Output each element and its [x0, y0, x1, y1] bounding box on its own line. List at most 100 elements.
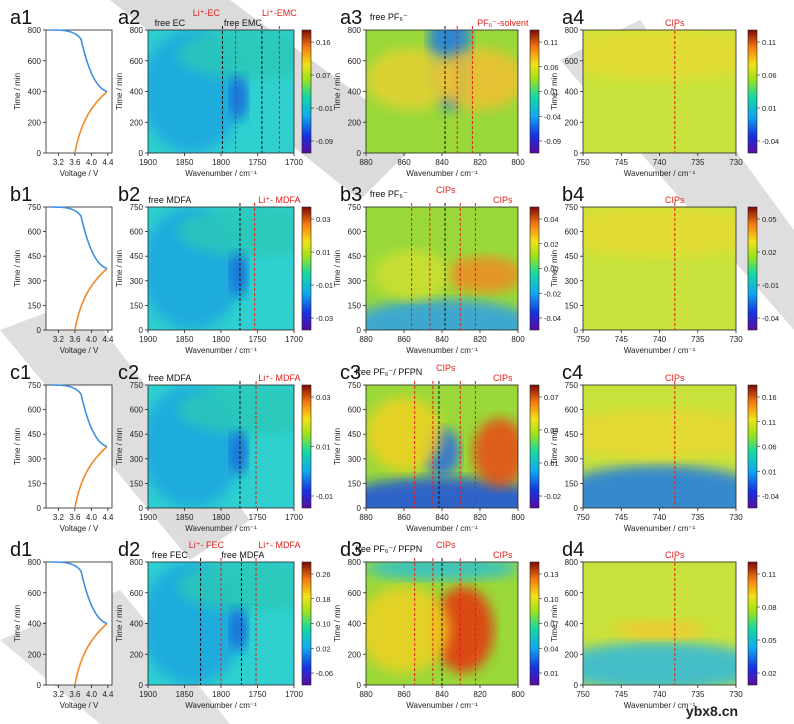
colorbar-tick-label: 0.16 — [316, 38, 331, 47]
y-axis-label: Time / min — [333, 250, 342, 287]
colorbar — [747, 561, 758, 686]
heatmap-feature — [583, 30, 736, 80]
x-axis-label: Voltage / V — [60, 524, 99, 533]
colorbar-tick-label: 0.01 — [544, 88, 559, 97]
x-tick-label: 840 — [435, 335, 449, 344]
peak-label: free PF₆⁻/ PFPN — [355, 367, 422, 377]
y-tick-label: 0 — [37, 149, 42, 158]
heatmap-image — [366, 385, 518, 508]
y-tick-label: 450 — [348, 430, 362, 439]
y-tick-label: 300 — [348, 277, 362, 286]
heatmap-feature — [229, 607, 248, 652]
heatmap-image — [148, 385, 294, 508]
y-axis-label: Time / min — [115, 605, 124, 642]
y-tick-label: 400 — [130, 620, 144, 629]
y-tick-label: 800 — [130, 26, 144, 35]
x-tick-label: 1900 — [139, 690, 157, 699]
colorbar-tick-label: 0.18 — [316, 595, 331, 604]
colorbar-tick-label: 0.07 — [316, 71, 331, 80]
y-tick-label: 0 — [357, 326, 362, 335]
y-tick-label: 600 — [28, 406, 42, 415]
heatmap-image — [583, 207, 736, 330]
x-tick-label: 745 — [615, 158, 629, 167]
y-tick-label: 300 — [28, 455, 42, 464]
x-tick-label: 800 — [511, 158, 525, 167]
colorbar-tick-label: 0.10 — [544, 595, 559, 604]
x-tick-label: 880 — [359, 158, 373, 167]
panel-label: d4 — [562, 539, 584, 561]
y-tick-label: 200 — [130, 650, 144, 659]
heatmap-feature — [583, 409, 736, 459]
x-tick-label: 745 — [615, 335, 629, 344]
y-tick-label: 400 — [565, 620, 579, 629]
x-tick-label: 1700 — [285, 690, 303, 699]
x-tick-label: 1700 — [285, 513, 303, 522]
colorbar-tick-label: 0.02 — [762, 248, 777, 257]
x-tick-label: 730 — [729, 690, 743, 699]
peak-label: free MDFA — [148, 373, 191, 383]
y-tick-label: 450 — [348, 252, 362, 261]
x-axis-label: Wavenumber / cm⁻¹ — [185, 524, 257, 533]
y-tick-label: 300 — [28, 277, 42, 286]
voltage-axes-frame — [45, 29, 113, 154]
peak-label: PF₆⁻-solvent — [477, 18, 529, 28]
y-tick-label: 400 — [348, 620, 362, 629]
x-tick-label: 735 — [691, 158, 705, 167]
y-axis-label: Time / min — [13, 250, 22, 287]
y-axis-label: Time / min — [13, 605, 22, 642]
heatmap-panel-p4: CIPs 750 745 740 735 730 0 200 400 600 800 Wavenumb… — [550, 18, 779, 178]
x-tick-label: 820 — [473, 513, 487, 522]
y-tick-label: 800 — [348, 558, 362, 567]
x-tick-label: 800 — [511, 690, 525, 699]
heatmap-panel-p2: free MDFA Li⁺- MDFA 1900 1850 1800 1750 1700 0 1… — [115, 195, 333, 355]
heatmap-feature — [229, 430, 248, 475]
colorbar-tick-label: 0.06 — [762, 443, 777, 452]
y-tick-label: 150 — [28, 479, 42, 488]
x-tick-label: 840 — [435, 690, 449, 699]
peak-label: CIPs — [665, 550, 685, 560]
heatmap-feature — [613, 619, 706, 640]
x-tick-label: 880 — [359, 335, 373, 344]
colorbar-tick-label: -0.04 — [762, 492, 779, 501]
y-tick-label: 800 — [28, 26, 42, 35]
x-tick-label: 4.4 — [102, 158, 114, 167]
y-tick-label: 600 — [28, 589, 42, 598]
peak-label: CIPs — [436, 540, 456, 550]
peak-label: Li⁺- MDFA — [258, 373, 300, 383]
heatmap-panel-p2: free MDFA Li⁺- MDFA 1900 1850 1800 1750 1700 0 1… — [115, 373, 333, 533]
y-tick-label: 800 — [565, 26, 579, 35]
heatmap-image — [583, 385, 736, 508]
heatmap-feature — [177, 207, 294, 257]
y-axis-label: Time / min — [550, 428, 559, 465]
colorbar-tick-label: 0.05 — [762, 636, 777, 645]
heatmap-feature — [434, 48, 518, 110]
x-axis-label: Wavenumber / cm⁻¹ — [185, 346, 257, 355]
y-tick-label: 600 — [565, 589, 579, 598]
heatmap-feature — [366, 299, 518, 330]
y-tick-label: 600 — [130, 406, 144, 415]
y-tick-label: 450 — [130, 430, 144, 439]
x-tick-label: 3.6 — [69, 335, 81, 344]
x-tick-label: 800 — [511, 513, 525, 522]
y-tick-label: 400 — [130, 88, 144, 97]
y-tick-label: 0 — [37, 504, 42, 513]
x-tick-label: 3.2 — [53, 513, 65, 522]
heatmap-feature — [583, 464, 736, 508]
y-tick-label: 400 — [348, 88, 362, 97]
colorbar — [529, 29, 540, 154]
x-tick-label: 1900 — [139, 158, 157, 167]
y-tick-label: 450 — [565, 252, 579, 261]
colorbar-tick-label: -0.04 — [762, 314, 779, 323]
x-axis-label: Wavenumber / cm⁻¹ — [406, 524, 478, 533]
x-tick-label: 730 — [729, 158, 743, 167]
x-tick-label: 740 — [653, 513, 667, 522]
y-tick-label: 600 — [348, 228, 362, 237]
panel-label: c2 — [118, 362, 139, 384]
y-tick-label: 0 — [574, 326, 579, 335]
colorbar-tick-label: -0.01 — [762, 281, 779, 290]
y-tick-label: 0 — [37, 326, 42, 335]
y-tick-label: 800 — [130, 558, 144, 567]
panel-label: a2 — [118, 7, 140, 29]
